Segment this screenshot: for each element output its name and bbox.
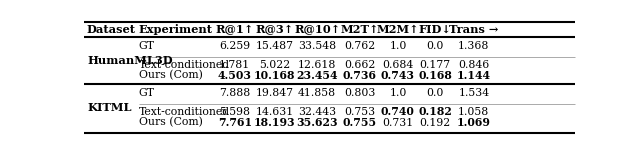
Text: 5.598: 5.598 [220, 107, 250, 117]
Text: FID↓: FID↓ [419, 24, 452, 35]
Text: 0.755: 0.755 [342, 117, 377, 128]
Text: 33.548: 33.548 [298, 41, 336, 51]
Text: 0.0: 0.0 [426, 88, 444, 98]
Text: 0.803: 0.803 [344, 88, 376, 98]
Text: 12.618: 12.618 [298, 60, 336, 70]
Text: 0.182: 0.182 [418, 106, 452, 117]
Text: 1.0: 1.0 [389, 88, 406, 98]
Text: Ours (Com): Ours (Com) [138, 70, 202, 81]
Text: Trans →: Trans → [449, 24, 499, 35]
Text: 6.259: 6.259 [219, 41, 250, 51]
Text: GT: GT [138, 88, 154, 98]
Text: 1.069: 1.069 [457, 117, 491, 128]
Text: 1.534: 1.534 [458, 88, 490, 98]
Text: Text-conditioned: Text-conditioned [138, 60, 230, 70]
Text: 41.858: 41.858 [298, 88, 336, 98]
Text: 0.740: 0.740 [381, 106, 415, 117]
Text: R@3↑: R@3↑ [255, 24, 294, 35]
Text: 0.743: 0.743 [381, 70, 415, 81]
Text: 23.454: 23.454 [296, 70, 338, 81]
Text: GT: GT [138, 41, 154, 51]
Text: 1.781: 1.781 [219, 60, 250, 70]
Text: 4.503: 4.503 [218, 70, 252, 81]
Text: 0.662: 0.662 [344, 60, 376, 70]
Text: Experiment: Experiment [138, 24, 212, 35]
Text: 0.192: 0.192 [419, 117, 451, 128]
Text: 0.846: 0.846 [458, 60, 490, 70]
Text: 18.193: 18.193 [253, 117, 295, 128]
Text: 5.022: 5.022 [259, 60, 290, 70]
Text: Ours (Com): Ours (Com) [138, 117, 202, 128]
Text: 15.487: 15.487 [255, 41, 293, 51]
Text: 0.177: 0.177 [420, 60, 451, 70]
Text: 1.368: 1.368 [458, 41, 490, 51]
Text: 0.684: 0.684 [382, 60, 413, 70]
Text: 1.058: 1.058 [458, 107, 490, 117]
Text: 0.731: 0.731 [382, 117, 413, 128]
Text: 0.753: 0.753 [344, 107, 375, 117]
Text: HumanML3D: HumanML3D [87, 55, 173, 66]
Text: 0.168: 0.168 [418, 70, 452, 81]
Text: 14.631: 14.631 [255, 107, 294, 117]
Text: M2T↑: M2T↑ [340, 24, 379, 35]
Text: 1.0: 1.0 [389, 41, 406, 51]
Text: Text-conditioned: Text-conditioned [138, 107, 230, 117]
Text: 0.0: 0.0 [426, 41, 444, 51]
Text: R@1↑: R@1↑ [216, 24, 254, 35]
Text: M2M↑: M2M↑ [376, 24, 419, 35]
Text: 0.736: 0.736 [343, 70, 377, 81]
Text: 35.623: 35.623 [296, 117, 338, 128]
Text: 10.168: 10.168 [253, 70, 295, 81]
Text: 32.443: 32.443 [298, 107, 336, 117]
Text: 0.762: 0.762 [344, 41, 376, 51]
Text: 1.144: 1.144 [457, 70, 491, 81]
Text: 19.847: 19.847 [255, 88, 293, 98]
Text: 7.888: 7.888 [219, 88, 250, 98]
Text: KITML: KITML [87, 102, 131, 113]
Text: Dataset: Dataset [86, 24, 135, 35]
Text: 7.761: 7.761 [218, 117, 252, 128]
Text: R@10↑: R@10↑ [294, 24, 340, 35]
